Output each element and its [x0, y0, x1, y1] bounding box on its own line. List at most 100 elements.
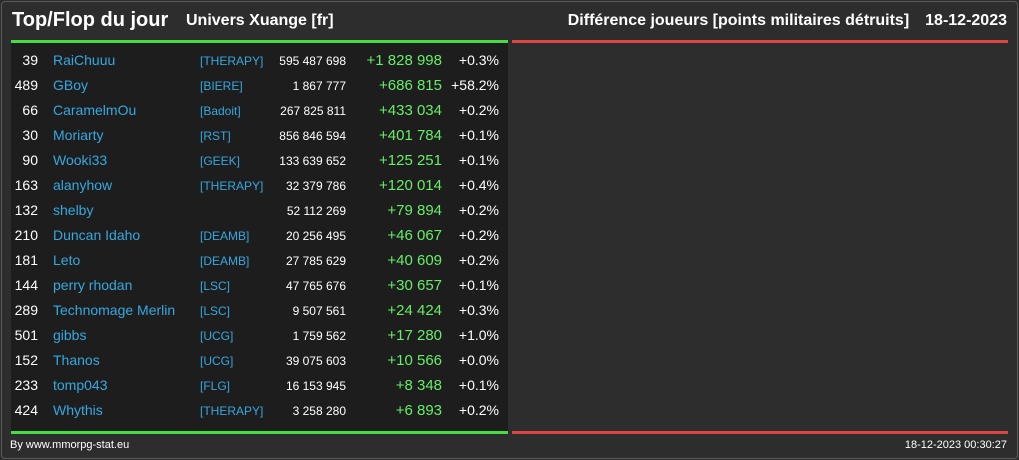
- points-difference: +79 894: [387, 202, 442, 219]
- percent-change: +0.2%: [458, 227, 499, 243]
- table-row: 181 Leto [DEAMB] 27 785 629 +40 609 +0.2%: [11, 248, 508, 273]
- percent-change: +0.3%: [458, 52, 499, 68]
- player-rank: 66: [22, 102, 38, 118]
- top-divider-line: [11, 40, 508, 43]
- ranking-date: 18-12-2023: [925, 12, 1007, 29]
- alliance-tag-link[interactable]: [RST]: [200, 129, 231, 143]
- table-row: 501 gibbs [UCG] 1 759 562 +17 280 +1.0%: [11, 323, 508, 348]
- table-row: 163 alanyhow [THERAPY] 32 379 786 +120 014 +0…: [11, 173, 508, 198]
- alliance-tag-link[interactable]: [BIERE]: [200, 79, 243, 93]
- percent-change: +0.4%: [458, 177, 499, 193]
- player-points: 3 258 280: [292, 404, 346, 418]
- alliance-tag-link[interactable]: [DEAMB]: [200, 254, 250, 268]
- alliance-tag-link[interactable]: [THERAPY]: [200, 54, 264, 68]
- alliance-tag-link[interactable]: [DEAMB]: [200, 229, 250, 243]
- flop-players-panel: [512, 43, 1008, 431]
- points-difference: +17 280: [387, 327, 442, 344]
- percent-change: +58.2%: [451, 77, 499, 93]
- player-name-link[interactable]: shelby: [53, 202, 94, 218]
- percent-change: +0.2%: [458, 402, 499, 418]
- table-row: 289 Technomage Merlin [LSC] 9 507 561 +24 42…: [11, 298, 508, 323]
- player-rank: 39: [22, 52, 38, 68]
- player-rank: 181: [14, 252, 38, 268]
- percent-change: +0.2%: [458, 202, 499, 218]
- player-points: 52 112 269: [286, 204, 346, 218]
- player-rank: 424: [14, 402, 38, 418]
- player-name-link[interactable]: CaramelmOu: [53, 102, 137, 118]
- player-name-link[interactable]: gibbs: [53, 327, 87, 343]
- table-row: 30 Moriarty [RST] 856 846 594 +401 784 +0.1%: [11, 123, 508, 148]
- points-difference: +10 566: [387, 352, 442, 369]
- player-points: 1 759 562: [292, 329, 346, 343]
- player-points: 1 867 777: [292, 79, 346, 93]
- page-title: Top/Flop du jour: [12, 9, 169, 31]
- table-row: 90 Wooki33 [GEEK] 133 639 652 +125 251 +0.1%: [11, 148, 508, 173]
- ranking-type: Différence joueurs [points militaires dé…: [567, 12, 910, 29]
- player-points: 133 639 652: [279, 154, 346, 168]
- player-rank: 501: [14, 327, 38, 343]
- alliance-tag-link[interactable]: [FLG]: [200, 379, 231, 393]
- points-difference: +686 815: [379, 77, 442, 94]
- percent-change: +0.2%: [458, 102, 499, 118]
- percent-change: +0.2%: [458, 252, 499, 268]
- player-name-link[interactable]: Duncan Idaho: [53, 227, 141, 243]
- alliance-tag-link[interactable]: [LSC]: [200, 279, 231, 293]
- alliance-tag-link[interactable]: [THERAPY]: [200, 404, 264, 418]
- player-name-link[interactable]: GBoy: [53, 77, 89, 93]
- player-points: 595 487 698: [279, 54, 346, 68]
- points-difference: +40 609: [387, 252, 442, 269]
- player-points: 39 075 603: [285, 354, 346, 368]
- top-players-panel: [11, 43, 508, 431]
- table-row: 489 GBoy [BIERE] 1 867 777 +686 815 +58.2%: [11, 73, 508, 98]
- alliance-tag-link[interactable]: [GEEK]: [200, 154, 241, 168]
- points-difference: +46 067: [387, 227, 442, 244]
- player-name-link[interactable]: perry rhodan: [53, 277, 133, 293]
- player-rank: 30: [22, 127, 38, 143]
- points-difference: +6 893: [395, 402, 442, 419]
- table-row: 152 Thanos [UCG] 39 075 603 +10 566 +0.0%: [11, 348, 508, 373]
- points-difference: +1 828 998: [366, 52, 443, 69]
- points-difference: +24 424: [387, 302, 442, 319]
- top-players-list: 39 RaiChuuu [THERAPY] 595 487 698 +1 828 998…: [11, 48, 508, 423]
- top-bottom-line: [11, 431, 508, 434]
- player-rank: 233: [14, 377, 38, 393]
- player-rank: 289: [14, 302, 38, 318]
- player-name-link[interactable]: tomp043: [53, 377, 108, 393]
- player-rank: 144: [14, 277, 38, 293]
- player-name-link[interactable]: Technomage Merlin: [53, 302, 176, 318]
- player-name-link[interactable]: Thanos: [53, 352, 100, 368]
- alliance-tag-link[interactable]: [UCG]: [200, 354, 234, 368]
- points-difference: +125 251: [379, 152, 442, 169]
- percent-change: +1.0%: [458, 327, 499, 343]
- alliance-tag-link[interactable]: [LSC]: [200, 304, 231, 318]
- percent-change: +0.1%: [458, 277, 499, 293]
- player-points: 32 379 786: [285, 179, 346, 193]
- player-name-link[interactable]: RaiChuuu: [53, 52, 116, 68]
- player-name-link[interactable]: Wooki33: [53, 152, 108, 168]
- player-points: 267 825 811: [280, 104, 346, 118]
- points-difference: +8 348: [395, 377, 442, 394]
- player-rank: 152: [14, 352, 38, 368]
- player-points: 856 846 594: [279, 129, 346, 143]
- alliance-tag-link[interactable]: [Badoit]: [200, 104, 241, 118]
- player-name-link[interactable]: Leto: [53, 252, 81, 268]
- percent-change: +0.3%: [458, 302, 499, 318]
- table-row: 39 RaiChuuu [THERAPY] 595 487 698 +1 828 998…: [11, 48, 508, 73]
- player-name-link[interactable]: alanyhow: [53, 177, 113, 193]
- player-name-link[interactable]: Moriarty: [53, 127, 104, 143]
- table-row: 66 CaramelmOu [Badoit] 267 825 811 +433 034 +…: [11, 98, 508, 123]
- percent-change: +0.1%: [458, 152, 499, 168]
- player-name-link[interactable]: Whythis: [53, 402, 103, 418]
- table-row: 424 Whythis [THERAPY] 3 258 280 +6 893 +0.2%: [11, 398, 508, 423]
- player-rank: 90: [22, 152, 38, 168]
- points-difference: +30 657: [387, 277, 442, 294]
- player-points: 9 507 561: [292, 304, 346, 318]
- percent-change: +0.1%: [458, 377, 499, 393]
- player-points: 27 785 629: [285, 254, 346, 268]
- player-rank: 163: [14, 177, 38, 193]
- universe-label: Univers Xuange [fr]: [186, 12, 334, 29]
- alliance-tag-link[interactable]: [THERAPY]: [200, 179, 264, 193]
- ranking-subtitle: Différence joueurs [points militaires dé…: [568, 12, 1007, 30]
- alliance-tag-link[interactable]: [UCG]: [200, 329, 234, 343]
